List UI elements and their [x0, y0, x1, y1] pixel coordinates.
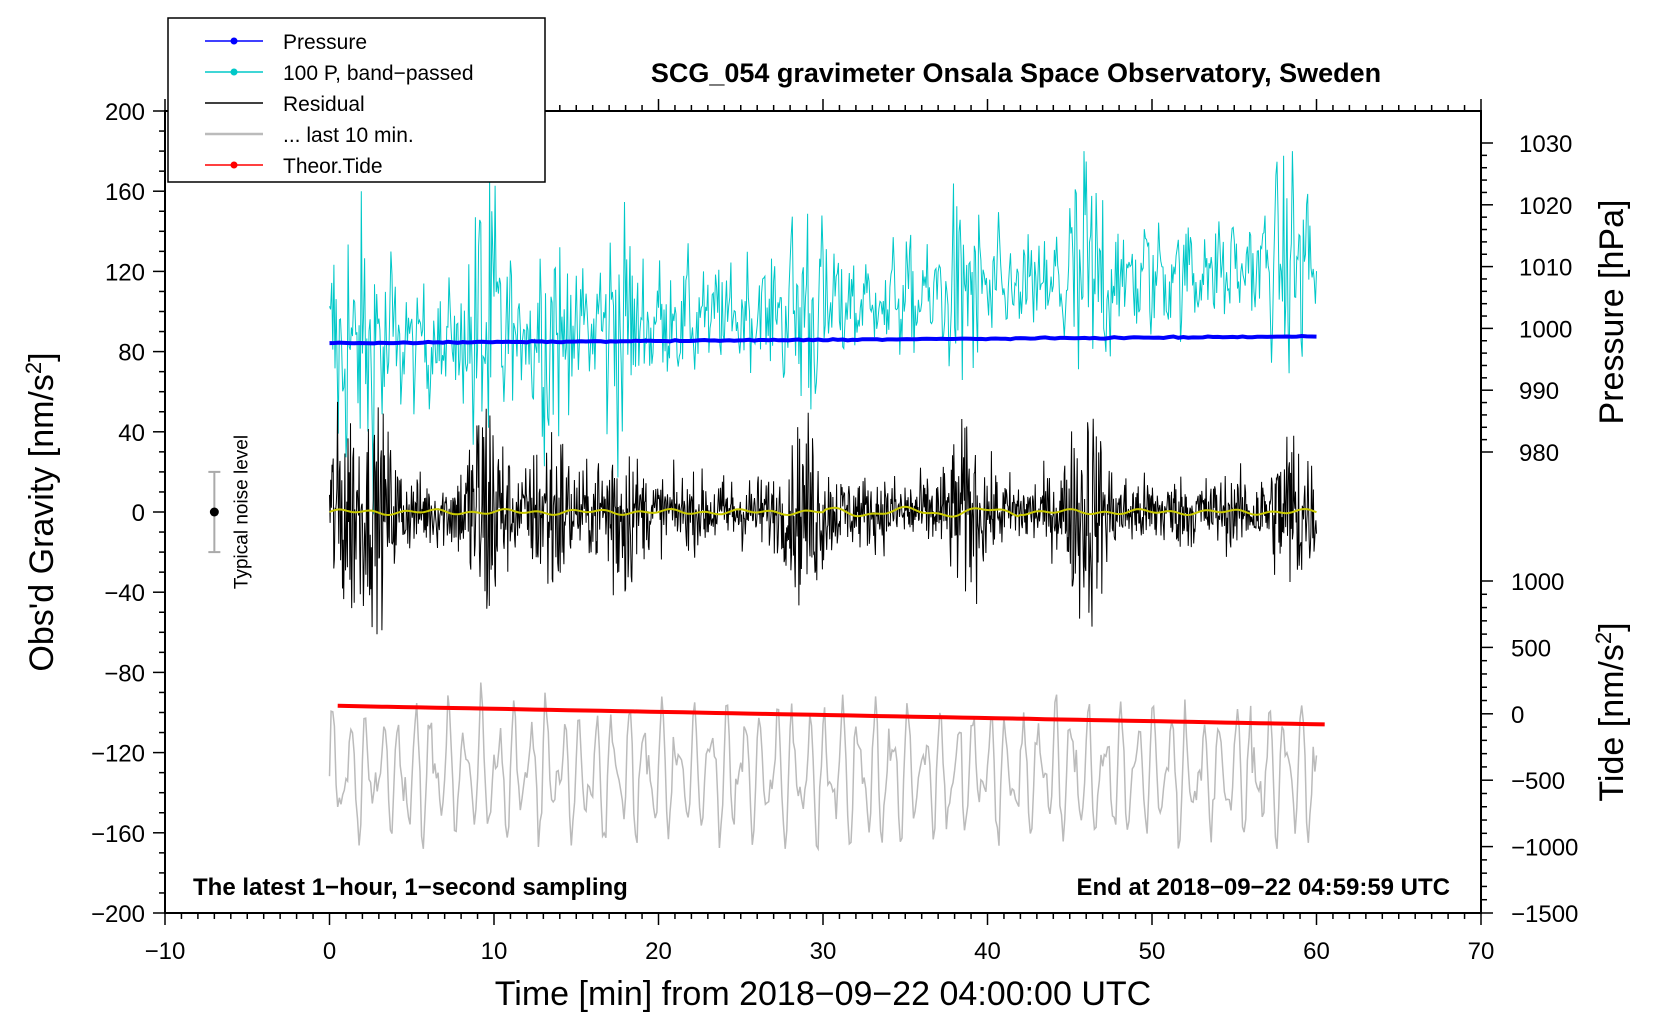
pressure-tick-label: 1020 [1519, 193, 1572, 220]
legend-label: 100 P, band−passed [283, 62, 474, 85]
tide-tick-label: 1000 [1511, 569, 1564, 596]
y-axis-title: Obs'd Gravity [nm/s2] [21, 352, 62, 671]
pressure-tick-label: 990 [1519, 378, 1559, 405]
x-tick-label: 20 [645, 938, 672, 965]
series-line-theoretical-tide [337, 703, 1325, 727]
tide-tick-label: −500 [1511, 768, 1565, 795]
tide-tick-label: 0 [1511, 702, 1524, 729]
y-tick-label: 40 [118, 420, 145, 447]
legend-label: ... last 10 min. [283, 124, 414, 147]
legend-label: Residual [283, 93, 365, 116]
pressure-tick-label: 1010 [1519, 255, 1572, 282]
noise-label: Typical noise level [231, 435, 252, 589]
x-tick-label: 0 [323, 938, 336, 965]
series-line-band-passed-pressure [329, 151, 1317, 515]
legend-label: Pressure [283, 31, 367, 54]
noise-level-indicator: Typical noise level [208, 435, 252, 589]
data-series-layer [328, 151, 1325, 852]
pressure-axis-title: Pressure [hPa] [1593, 200, 1631, 425]
y-tick-label: 160 [105, 179, 145, 206]
series-line-smoothed-residual [329, 505, 1317, 518]
x-tick-label: −10 [145, 938, 186, 965]
y-tick-label: 120 [105, 259, 145, 286]
x-tick-label: 40 [974, 938, 1001, 965]
y-tick-label: −80 [104, 660, 145, 687]
series-line-residual [329, 401, 1317, 635]
tide-tick-label: −1000 [1511, 835, 1578, 862]
legend-marker [230, 37, 238, 45]
legend-marker [230, 161, 238, 169]
legend-box [167, 17, 546, 183]
axes-layer: −10 0 10 20 30 40 50 60 70−200−160−120−80−400408… [91, 99, 1578, 965]
footnote-left: The latest 1−hour, 1−second sampling [193, 874, 628, 901]
y-tick-label: −200 [91, 901, 145, 928]
footnote-right: End at 2018−09−22 04:59:59 UTC [1076, 874, 1450, 901]
legend-label: Theor.Tide [283, 155, 383, 178]
y-tick-label: 0 [132, 500, 145, 527]
pressure-tick-label: 1000 [1519, 316, 1572, 343]
noise-center-dot [209, 507, 219, 517]
tide-axis-title: Tide [nm/s2] [1591, 622, 1632, 801]
legend-marker [230, 68, 238, 76]
pressure-tick-label: 1030 [1519, 131, 1572, 158]
pressure-tick-label: 980 [1519, 440, 1559, 467]
y-tick-label: 80 [118, 340, 145, 367]
series-line-pressure [329, 333, 1317, 346]
x-tick-label: 10 [481, 938, 508, 965]
tide-tick-label: −1500 [1511, 901, 1578, 928]
chart-title: SCG_054 gravimeter Onsala Space Observat… [651, 58, 1381, 88]
y-tick-label: −160 [91, 821, 145, 848]
x-tick-label: 50 [1139, 938, 1166, 965]
legend: Pressure 100 P, band−passed Residual ... la… [167, 17, 546, 183]
tide-tick-label: 500 [1511, 635, 1551, 662]
series-line-last-10-min [328, 682, 1318, 852]
y-tick-label: 200 [105, 99, 145, 126]
y-tick-label: −120 [91, 741, 145, 768]
x-tick-label: 70 [1468, 938, 1495, 965]
y-tick-label: −40 [104, 580, 145, 607]
x-tick-label: 30 [810, 938, 837, 965]
x-tick-label: 60 [1303, 938, 1330, 965]
x-axis-title: Time [min] from 2018−09−22 04:00:00 UTC [495, 975, 1151, 1013]
